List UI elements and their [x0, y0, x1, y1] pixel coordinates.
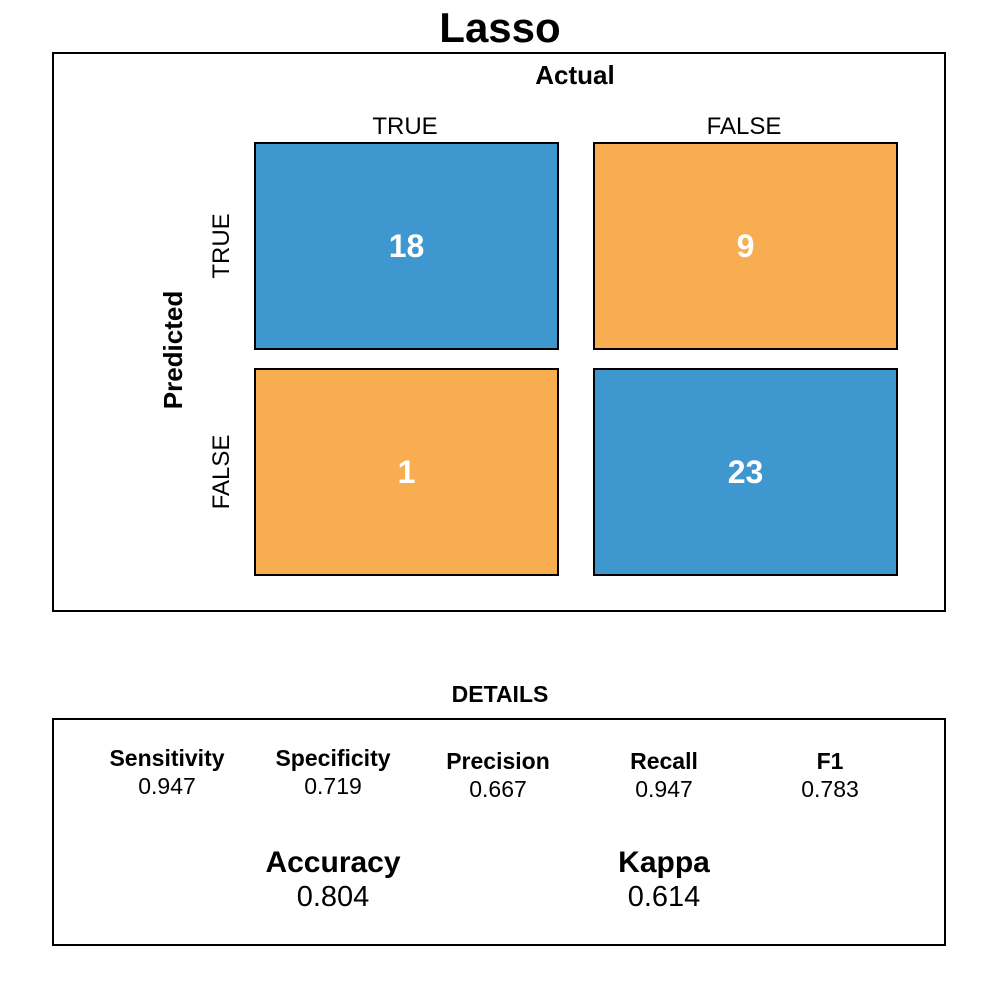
predicted-axis-label: Predicted	[158, 290, 188, 410]
matrix-cell-false-true: 1	[254, 368, 559, 576]
metric-accuracy: Accuracy 0.804	[223, 846, 443, 914]
metric-name: Recall	[630, 748, 698, 774]
metric-recall: Recall 0.947	[579, 747, 749, 803]
matrix-cell-true-false: 9	[593, 142, 898, 350]
chart-title: Lasso	[439, 4, 561, 51]
actual-axis-label: Actual	[535, 60, 615, 90]
metric-name: F1	[816, 748, 844, 774]
metric-specificity: Specificity 0.719	[248, 744, 418, 800]
metric-name: Sensitivity	[109, 745, 225, 771]
matrix-cell-true-true: 18	[254, 142, 559, 350]
matrix-cell-false-false: 23	[593, 368, 898, 576]
metric-sensitivity: Sensitivity 0.947	[82, 744, 252, 800]
metric-value: 0.719	[304, 773, 362, 799]
metric-kappa: Kappa 0.614	[554, 846, 774, 914]
metric-name: Precision	[446, 748, 550, 774]
row-label-false: FALSE	[208, 434, 235, 510]
metric-value: 0.667	[469, 776, 527, 802]
metric-value: 0.614	[627, 881, 701, 913]
metric-f1: F1 0.783	[745, 747, 915, 803]
metric-precision: Precision 0.667	[413, 747, 583, 803]
column-label-true: TRUE	[372, 113, 438, 140]
metric-value: 0.947	[635, 776, 693, 802]
metric-name: Accuracy	[265, 846, 401, 879]
metric-value: 0.947	[138, 773, 196, 799]
confusion-matrix-frame	[52, 52, 946, 612]
details-title: DETAILS	[451, 681, 549, 707]
details-frame	[52, 718, 946, 946]
column-label-false: FALSE	[706, 113, 782, 140]
row-label-true: TRUE	[208, 213, 235, 279]
metric-value: 0.783	[801, 776, 859, 802]
metric-name: Kappa	[618, 846, 710, 879]
metric-name: Specificity	[275, 745, 391, 771]
metric-value: 0.804	[296, 881, 370, 913]
